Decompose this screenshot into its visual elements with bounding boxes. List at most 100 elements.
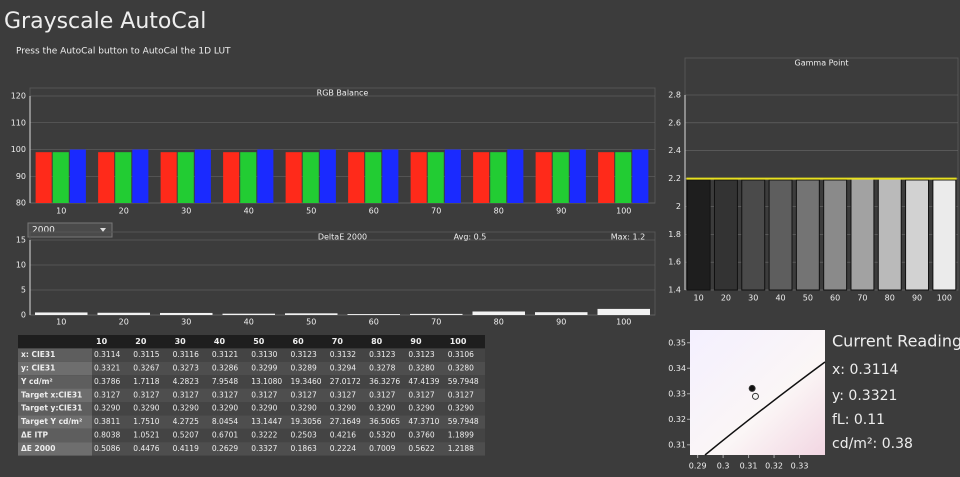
table-cell: 0.2629: [212, 444, 238, 453]
x-tick-label: 90: [912, 294, 922, 303]
table-cell: 0.3123: [408, 350, 434, 359]
table-cell: 0.3290: [369, 404, 395, 413]
bar: [507, 150, 523, 204]
bar: [320, 150, 336, 204]
table-cell: 4.2725: [173, 417, 199, 426]
column-header: 40: [214, 337, 226, 346]
column-header: 90: [410, 337, 422, 346]
table-cell: 36.5065: [369, 417, 400, 426]
bar: [796, 180, 819, 290]
column-header: 70: [332, 337, 344, 346]
table-cell: 0.4216: [330, 431, 356, 440]
bar: [906, 180, 929, 290]
bar: [933, 180, 956, 290]
table-cell: 0.3273: [173, 364, 199, 373]
table-cell: 0.3127: [173, 390, 199, 399]
bar: [35, 312, 88, 315]
page-title: Grayscale AutoCal: [4, 9, 206, 34]
x-tick-label: 100: [616, 207, 631, 216]
bar: [632, 150, 648, 204]
y-tick-label: 100: [11, 145, 26, 154]
table-cell: 0.3290: [448, 404, 474, 413]
table-cell: 0.5086: [94, 444, 120, 453]
table-cell: 0.3811: [94, 417, 120, 426]
page-subtitle: Press the AutoCal button to AutoCal the …: [16, 47, 231, 57]
bar: [98, 152, 114, 203]
bar: [70, 150, 86, 204]
x-tick-label: 80: [885, 294, 895, 303]
bar: [878, 179, 901, 290]
table-cell: 0.3760: [408, 431, 434, 440]
x-tick-label: 20: [119, 207, 129, 216]
reading-line: cd/m²: 0.38: [832, 436, 913, 452]
x-tick-label: 50: [306, 207, 316, 216]
point: [749, 385, 755, 391]
table-cell: 0.3130: [251, 350, 277, 359]
cie-background: [690, 330, 825, 455]
y-tick-label: 0.34: [668, 364, 686, 373]
table-cell: 0.3267: [133, 364, 159, 373]
table-cell: 0.5622: [408, 444, 434, 453]
table-cell: 0.3115: [133, 350, 159, 359]
bar: [257, 150, 273, 204]
table-cell: 0.3222: [251, 431, 277, 440]
table-cell: 0.3127: [251, 390, 277, 399]
table-cell: 0.3106: [448, 350, 474, 359]
bar: [824, 180, 847, 290]
dropdown-value[interactable]: 2000: [32, 226, 55, 236]
y-tick-label: 2.6: [668, 118, 681, 127]
x-tick-label: 0.31: [740, 462, 758, 471]
x-tick-label: 40: [244, 318, 254, 327]
bar: [714, 180, 737, 290]
table-cell: 0.3290: [133, 404, 159, 413]
x-tick-label: 100: [616, 318, 631, 327]
bar: [195, 150, 211, 204]
table-cell: 0.3127: [94, 390, 120, 399]
column-header: 50: [253, 337, 265, 346]
table-cell: 1.7118: [133, 377, 159, 386]
x-tick-label: 90: [556, 207, 566, 216]
bar: [223, 314, 276, 315]
reading-line: fL: 0.11: [832, 412, 885, 428]
y-tick-label: 1.6: [668, 258, 681, 267]
table-cell: 7.9548: [212, 377, 238, 386]
column-header: 80: [371, 337, 383, 346]
x-tick-label: 0.3: [717, 462, 730, 471]
table-cell: 0.3127: [133, 390, 159, 399]
y-tick-label: 0.35: [668, 338, 686, 347]
table-cell: 0.3123: [291, 350, 317, 359]
table-cell: 0.3294: [330, 364, 356, 373]
y-tick-label: 1.8: [668, 230, 681, 239]
x-tick-label: 0.32: [765, 462, 783, 471]
bar: [410, 314, 463, 315]
table-cell: 19.3056: [291, 417, 322, 426]
x-tick-label: 10: [694, 294, 704, 303]
y-tick-label: 2: [676, 202, 681, 211]
bar: [411, 152, 427, 203]
table-cell: 0.3289: [291, 364, 317, 373]
bar: [286, 152, 302, 203]
x-tick-label: 70: [431, 318, 441, 327]
bar: [490, 152, 506, 203]
table-cell: 0.4476: [133, 444, 159, 453]
bar: [769, 180, 792, 290]
table-cell: 27.1649: [330, 417, 361, 426]
reading-line: y: 0.3321: [832, 388, 897, 404]
table-cell: 0.3132: [330, 350, 356, 359]
table-cell: 0.2224: [330, 444, 356, 453]
table-cell: 59.7948: [448, 377, 479, 386]
row-label: y: CIE31: [21, 364, 55, 373]
table-cell: 0.3280: [448, 364, 474, 373]
x-tick-label: 70: [857, 294, 867, 303]
table-cell: 0.3290: [94, 404, 120, 413]
bar: [285, 313, 338, 315]
x-tick-label: 20: [721, 294, 731, 303]
x-tick-label: 60: [369, 207, 379, 216]
x-tick-label: 10: [56, 207, 66, 216]
table-cell: 0.3290: [291, 404, 317, 413]
bar: [536, 152, 552, 203]
y-tick-label: 0: [21, 311, 26, 320]
row-label: Target Y cd/m²: [21, 417, 82, 426]
x-tick-label: 30: [181, 318, 191, 327]
bar: [161, 152, 177, 203]
